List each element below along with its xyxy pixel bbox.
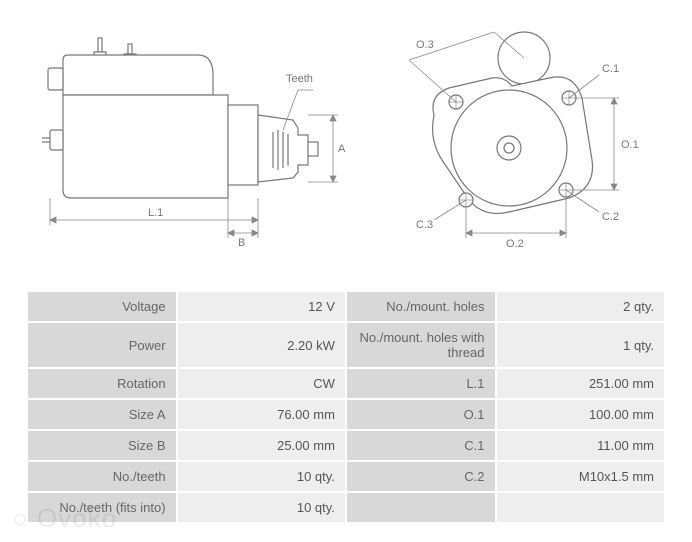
- spec-label: [346, 492, 496, 523]
- spec-label: Rotation: [27, 368, 177, 399]
- front-view-diagram: O.2 O.1 O.3 C.1 C.2 C.3: [374, 20, 654, 270]
- spec-value: 12 V: [177, 291, 346, 322]
- spec-label: O.1: [346, 399, 496, 430]
- spec-label: No./mount. holes with thread: [346, 322, 496, 368]
- table-row: Rotation CW L.1 251.00 mm: [27, 368, 665, 399]
- label-c2: C.2: [602, 211, 619, 223]
- spec-label: Size A: [27, 399, 177, 430]
- table-row: Size A 76.00 mm O.1 100.00 mm: [27, 399, 665, 430]
- spec-value: 1 qty.: [496, 322, 665, 368]
- side-view-svg: L.1 B A Teeth: [38, 20, 358, 270]
- label-c3: C.3: [416, 219, 433, 231]
- spec-value: [496, 492, 665, 523]
- spec-label: C.2: [346, 461, 496, 492]
- spec-label: Voltage: [27, 291, 177, 322]
- label-l1: L.1: [148, 207, 163, 219]
- spec-value: 76.00 mm: [177, 399, 346, 430]
- label-c1: C.1: [602, 63, 619, 75]
- spec-label: Size B: [27, 430, 177, 461]
- spec-label: No./mount. holes: [346, 291, 496, 322]
- table-row: Power 2.20 kW No./mount. holes with thre…: [27, 322, 665, 368]
- watermark: Ovoko: [12, 503, 117, 534]
- diagrams-container: L.1 B A Teeth: [0, 0, 692, 290]
- label-o1: O.1: [621, 139, 639, 151]
- label-o3: O.3: [416, 39, 434, 51]
- spec-label: Power: [27, 322, 177, 368]
- table-row: Voltage 12 V No./mount. holes 2 qty.: [27, 291, 665, 322]
- spec-value: 11.00 mm: [496, 430, 665, 461]
- label-teeth: Teeth: [286, 73, 313, 85]
- spec-table: Voltage 12 V No./mount. holes 2 qty. Pow…: [26, 290, 666, 524]
- label-b: B: [238, 237, 245, 249]
- table-row: No./teeth 10 qty. C.2 M10x1.5 mm: [27, 461, 665, 492]
- front-view-svg: O.2 O.1 O.3 C.1 C.2 C.3: [374, 20, 654, 270]
- spec-label: No./teeth: [27, 461, 177, 492]
- spec-value: CW: [177, 368, 346, 399]
- spec-value: 2.20 kW: [177, 322, 346, 368]
- table-row: Size B 25.00 mm C.1 11.00 mm: [27, 430, 665, 461]
- spec-value: 2 qty.: [496, 291, 665, 322]
- label-a: A: [338, 143, 346, 155]
- spec-label: L.1: [346, 368, 496, 399]
- spec-value: 251.00 mm: [496, 368, 665, 399]
- spec-value: M10x1.5 mm: [496, 461, 665, 492]
- spec-value: 25.00 mm: [177, 430, 346, 461]
- label-o2: O.2: [506, 238, 524, 250]
- side-view-diagram: L.1 B A Teeth: [38, 20, 358, 270]
- table-row: No./teeth (fits into) 10 qty.: [27, 492, 665, 523]
- spec-value: 10 qty.: [177, 461, 346, 492]
- spec-value: 100.00 mm: [496, 399, 665, 430]
- spec-label: C.1: [346, 430, 496, 461]
- spec-value: 10 qty.: [177, 492, 346, 523]
